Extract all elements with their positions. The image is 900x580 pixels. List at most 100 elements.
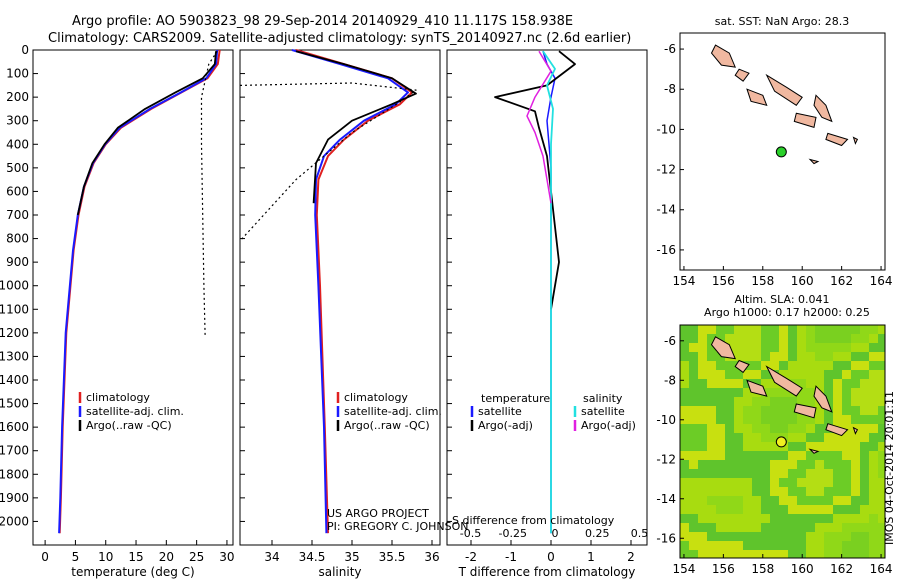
sla-cell — [797, 550, 806, 558]
series-line-argo — [295, 50, 417, 204]
sla-cell — [842, 361, 851, 370]
sla-cell — [743, 487, 752, 496]
island — [734, 359, 750, 374]
sla-cell — [842, 478, 851, 487]
sla-cell — [752, 478, 761, 487]
sla-cell — [689, 532, 698, 541]
sla-cell — [761, 433, 770, 442]
sla-cell — [788, 550, 797, 558]
sla-cell — [797, 487, 806, 496]
sla-cell — [815, 406, 824, 415]
sla-cell — [707, 451, 716, 460]
sla-cell — [788, 334, 797, 343]
sla-cell — [797, 379, 806, 388]
sla-cell — [752, 415, 761, 424]
sla-cell — [770, 352, 779, 361]
x-tick-label: 1 — [587, 550, 595, 564]
sla-cell — [815, 451, 824, 460]
sla-cell — [743, 532, 752, 541]
sla-cell — [779, 469, 788, 478]
sla-cell — [851, 478, 860, 487]
sla-cell — [752, 451, 761, 460]
sla-cell — [725, 469, 734, 478]
sla-cell — [716, 514, 725, 523]
x-tick-label: 160 — [791, 274, 814, 288]
sla-cell — [860, 496, 869, 505]
sla-cell — [770, 541, 779, 550]
sla-cell — [815, 550, 824, 558]
y-tick-label: 100 — [6, 67, 29, 81]
sla-cell — [788, 343, 797, 352]
sla-cell — [734, 460, 743, 469]
sla-cell — [725, 361, 734, 370]
sla-cell — [878, 505, 885, 514]
island — [825, 132, 849, 147]
sla-cell — [707, 397, 716, 406]
sla-cell — [752, 469, 761, 478]
legend-label: Argo(..raw -QC) — [344, 419, 430, 432]
y-tick-label: 1800 — [0, 467, 29, 481]
sla-cell — [824, 541, 833, 550]
island — [793, 112, 817, 129]
sla-cell — [743, 415, 752, 424]
x-tick-label: 30 — [219, 550, 234, 564]
sla-cell — [860, 388, 869, 397]
sla-cell — [707, 379, 716, 388]
sla-cell — [824, 352, 833, 361]
sla-cell — [707, 514, 716, 523]
x-tick-label: 10 — [98, 550, 113, 564]
sla-cell — [824, 379, 833, 388]
sla-cell — [824, 505, 833, 514]
sla-cell — [689, 460, 698, 469]
sla-cell — [842, 550, 851, 558]
sla-cell — [788, 451, 797, 460]
sla-cell — [779, 523, 788, 532]
sla-cell — [788, 424, 797, 433]
sla-cell — [698, 541, 707, 550]
difference-panel: -2 -1 0 1 2T difference from climatology -0.5… — [446, 49, 648, 579]
sla-cell — [860, 442, 869, 451]
sla-cell — [842, 424, 851, 433]
sla-cell — [707, 343, 716, 352]
y-tick-label: -14 — [656, 492, 676, 506]
sla-cell — [770, 397, 779, 406]
sla-cell — [734, 469, 743, 478]
sla-cell — [734, 325, 743, 334]
sla-cell — [860, 352, 869, 361]
sla-cell — [770, 469, 779, 478]
sla-cell — [725, 478, 734, 487]
sla-cell — [716, 451, 725, 460]
legend-label: climatology — [86, 391, 150, 404]
sla-cell — [833, 370, 842, 379]
sla-cell — [842, 352, 851, 361]
sla-cell — [689, 442, 698, 451]
sla-cell — [725, 487, 734, 496]
sla-cell — [779, 361, 788, 370]
sla-cell — [851, 487, 860, 496]
sla-cell — [680, 550, 689, 558]
sla-cell — [743, 370, 752, 379]
sla-cell — [788, 352, 797, 361]
sla-cell — [824, 334, 833, 343]
sla-cell — [752, 460, 761, 469]
sla-cell — [770, 406, 779, 415]
sla-cell — [716, 388, 725, 397]
sla-cell — [752, 397, 761, 406]
sla-cell — [869, 352, 878, 361]
series-line-raw — [200, 50, 218, 336]
sla-cell — [833, 550, 842, 558]
sla-cell — [770, 550, 779, 558]
sla-cell — [680, 379, 689, 388]
y-tick-label: 400 — [6, 137, 29, 151]
sla-cell — [878, 433, 885, 442]
sla-cell — [869, 370, 878, 379]
sla-cell — [878, 469, 885, 478]
sla-cell — [752, 433, 761, 442]
sla-cell — [725, 388, 734, 397]
sla-cell — [824, 460, 833, 469]
sla-cell — [734, 424, 743, 433]
sla-cell — [806, 415, 815, 424]
sla-cell — [680, 541, 689, 550]
sla-cell — [860, 505, 869, 514]
sla-cell — [725, 505, 734, 514]
